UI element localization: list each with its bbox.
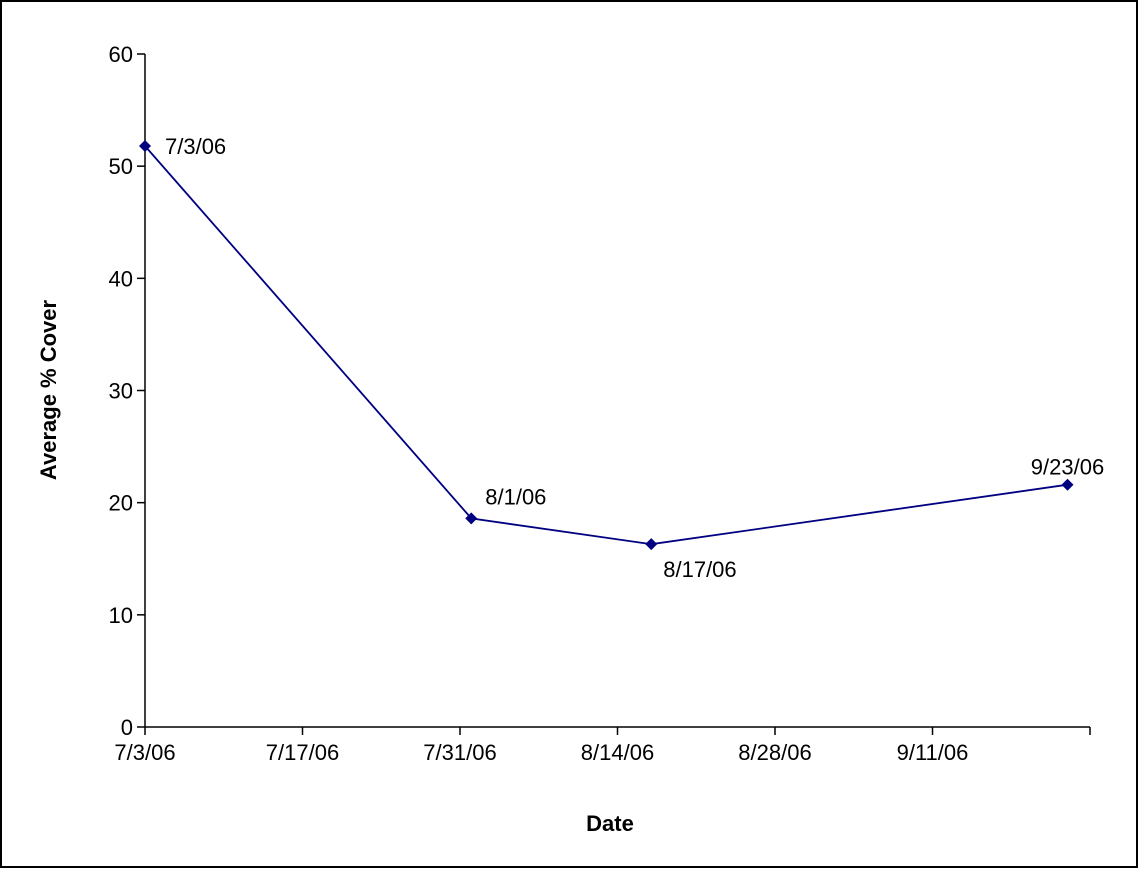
y-tick-label: 60 (109, 42, 133, 67)
data-point-label: 8/1/06 (485, 484, 546, 509)
data-point-marker (645, 538, 658, 551)
data-point-marker (1061, 478, 1074, 491)
y-axis-title: Average % Cover (36, 299, 61, 480)
y-tick-label: 30 (109, 379, 133, 404)
y-tick-label: 10 (109, 603, 133, 628)
y-tick-label: 0 (121, 715, 133, 740)
data-point-label: 8/17/06 (663, 557, 736, 582)
x-tick-label: 7/31/06 (423, 740, 496, 765)
x-tick-label: 8/28/06 (738, 740, 811, 765)
data-point-label: 7/3/06 (165, 134, 226, 159)
data-point-label: 9/23/06 (1031, 455, 1104, 480)
x-tick-label: 9/11/06 (897, 740, 969, 765)
x-axis-title: Date (586, 811, 634, 836)
data-point-marker (139, 139, 151, 152)
series-layer: 7/3/06 8/1/06 8/17/06 9/23/06 (139, 134, 1104, 582)
x-tick-label: 7/3/06 (114, 740, 175, 765)
y-tick-label: 20 (109, 491, 133, 516)
data-point-marker (465, 512, 478, 525)
axes: 0 10 20 30 40 50 60 7/3/06 7/17/06 7/31/06 8/14/06… (109, 42, 1091, 765)
y-tick-label: 50 (109, 154, 133, 179)
x-tick-label: 8/14/06 (581, 740, 654, 765)
x-tick-label: 7/17/06 (266, 740, 339, 765)
series-line (144, 145, 1068, 546)
y-tick-label: 40 (109, 266, 133, 291)
